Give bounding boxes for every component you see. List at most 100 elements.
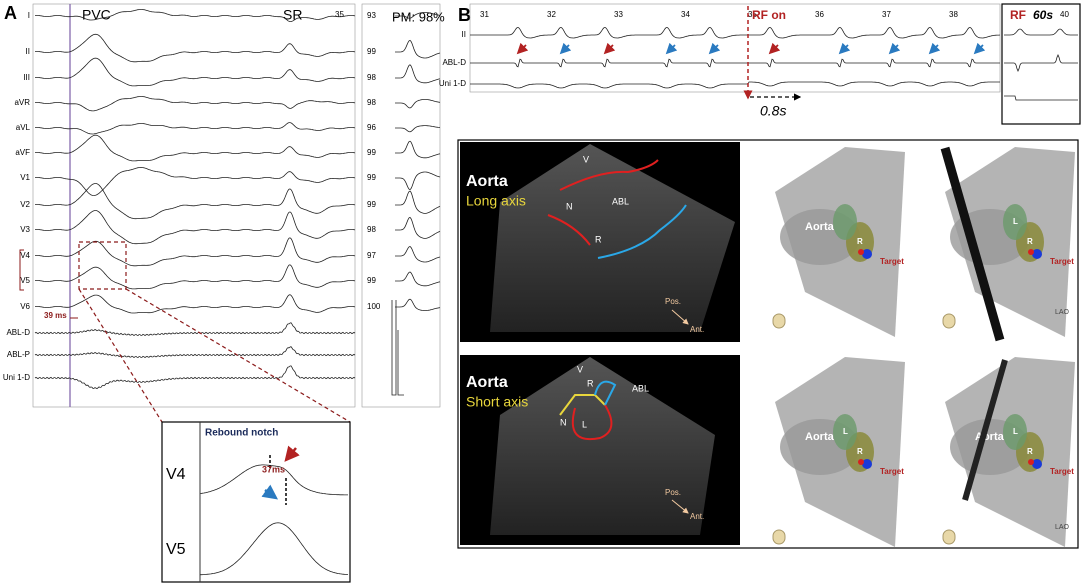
trace xyxy=(34,264,356,290)
panel-frame xyxy=(361,3,441,408)
catheter xyxy=(940,146,1005,342)
heart-icon xyxy=(772,313,786,329)
trace xyxy=(34,166,356,197)
time-mark: 37 xyxy=(882,10,891,19)
lead-label: V3 xyxy=(20,225,30,234)
contour-red xyxy=(547,214,591,246)
structure-label: R xyxy=(587,378,594,388)
trace xyxy=(470,81,1000,89)
inset-frame xyxy=(161,421,351,583)
orientation-arrow xyxy=(671,499,689,514)
marker-label: SR xyxy=(283,7,302,23)
time-mark: 31 xyxy=(480,10,489,19)
pm-score: 98 xyxy=(367,98,376,107)
structure-label: L xyxy=(1013,427,1018,436)
arrow xyxy=(888,42,901,55)
rf-time: 60s xyxy=(1033,8,1053,22)
trace xyxy=(395,298,441,311)
trace xyxy=(1004,28,1078,36)
trace xyxy=(395,246,441,263)
pm-score: 96 xyxy=(367,123,376,132)
target-dot xyxy=(858,459,864,465)
trace xyxy=(34,57,356,87)
lead-label: aVR xyxy=(14,98,30,107)
structure-label: R xyxy=(857,237,863,246)
contour-red xyxy=(571,404,613,441)
orientation-arrow xyxy=(671,309,689,325)
zoom-box xyxy=(78,241,127,290)
lead-label: ABL-P xyxy=(7,350,30,359)
echo-title: Aorta xyxy=(466,374,508,391)
lead-label: V5 xyxy=(20,276,30,285)
time-mark: 38 xyxy=(949,10,958,19)
lead-label: aVL xyxy=(16,123,31,132)
notch-line xyxy=(269,455,287,505)
lead-label: V5 xyxy=(166,541,186,558)
arrow xyxy=(708,42,721,55)
lead-label: I xyxy=(28,11,30,20)
bracket xyxy=(19,249,24,291)
lead-label: V1 xyxy=(20,173,30,182)
pm-score: 99 xyxy=(367,148,376,157)
structure-label: L xyxy=(1013,217,1018,226)
pm-score: 97 xyxy=(367,251,376,260)
echo-view: Long axis xyxy=(466,193,526,209)
lead-label: aVF xyxy=(15,148,30,157)
structure-label: R xyxy=(1027,447,1033,456)
structure-label: ABL xyxy=(612,196,629,206)
structure-label: V xyxy=(583,154,589,164)
arrow xyxy=(838,42,851,55)
lead-label: V4 xyxy=(20,251,30,260)
heart-icon xyxy=(942,529,956,545)
trace xyxy=(34,183,356,220)
structure-label: Aorta xyxy=(805,431,835,443)
cusp-shape xyxy=(1003,204,1027,240)
structure-label: Target xyxy=(1050,257,1074,266)
structure-label: L xyxy=(843,427,848,436)
panel-frame xyxy=(469,3,1001,93)
arrow xyxy=(559,42,572,55)
orientation: Ant. xyxy=(690,512,704,521)
panel-label: B xyxy=(458,5,471,25)
zoom-lines xyxy=(78,288,351,423)
trace xyxy=(1004,95,1078,101)
trace xyxy=(395,190,441,214)
trace xyxy=(395,99,441,109)
contour-blue xyxy=(597,204,687,259)
orientation: Ant. xyxy=(690,325,704,334)
time-mark: 32 xyxy=(547,10,556,19)
time-mark: 35 xyxy=(748,10,757,19)
interval-label: 39 ms xyxy=(44,311,67,320)
time-mark: 33 xyxy=(614,10,623,19)
trace xyxy=(395,12,441,19)
structure-label: R xyxy=(1027,237,1033,246)
trace xyxy=(395,271,441,287)
arrow xyxy=(665,42,678,55)
trace xyxy=(34,210,356,245)
time-mark: 40 xyxy=(1060,10,1069,19)
contour-yellow xyxy=(559,394,606,416)
structure-label: N xyxy=(560,417,567,427)
trace xyxy=(34,294,356,314)
heart-icon xyxy=(942,313,956,329)
delay-label: 0.8s xyxy=(760,103,786,119)
pm-score: 98 xyxy=(367,73,376,82)
structure-label: Target xyxy=(880,467,904,476)
arrow xyxy=(261,484,279,500)
trace xyxy=(470,58,1000,68)
arrow xyxy=(284,445,300,462)
echo-fan xyxy=(490,144,735,332)
time-mark: 35 xyxy=(335,10,344,19)
panel-frame xyxy=(32,3,356,408)
lead-label: ABL-D xyxy=(442,58,466,67)
pm-score: 99 xyxy=(367,276,376,285)
trace xyxy=(199,522,349,576)
pm-score: 93 xyxy=(367,11,376,20)
marker-label: PVC xyxy=(82,7,111,23)
target-dot xyxy=(1032,249,1042,259)
structure-label: N xyxy=(566,201,573,211)
cusp-shape xyxy=(833,204,857,240)
trace xyxy=(395,64,441,84)
trace xyxy=(34,322,356,336)
